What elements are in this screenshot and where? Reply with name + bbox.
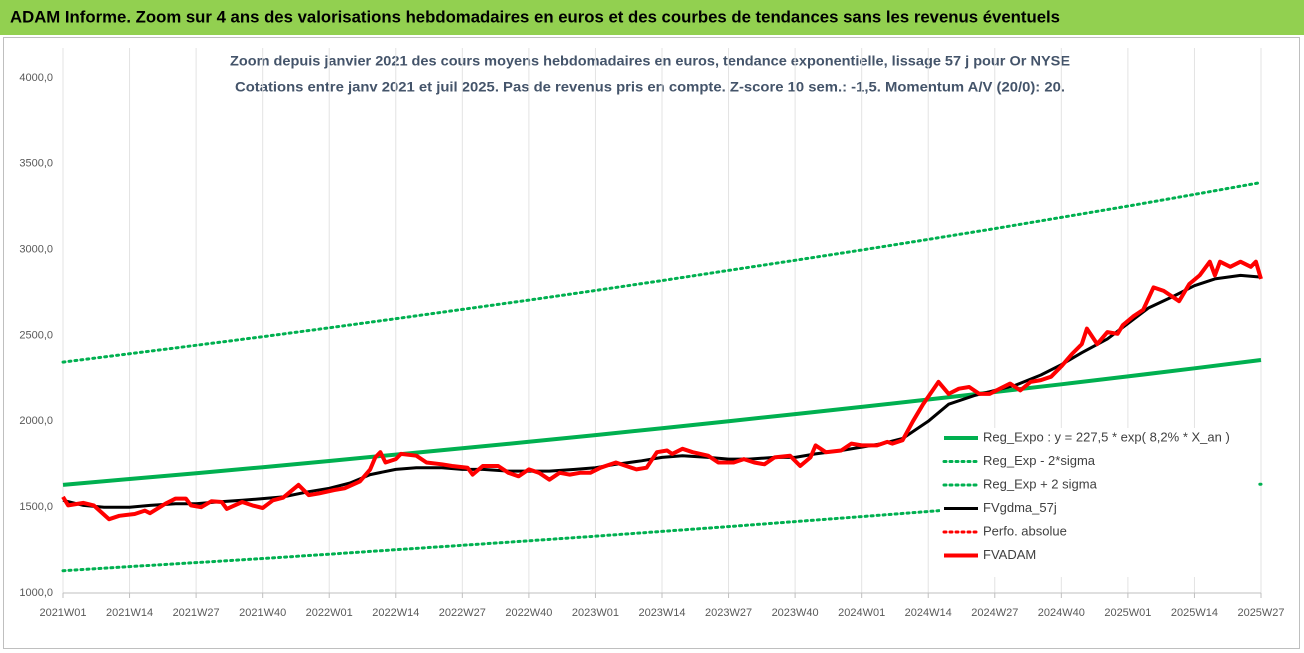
header-bar [0,0,1304,35]
x-tick-label: 2025W14 [1171,607,1218,619]
x-tick-label: 2024W27 [971,607,1018,619]
x-tick-label: 2023W01 [572,607,619,619]
x-tick-label: 2025W01 [1104,607,1151,619]
y-tick-label: 2500,0 [19,329,53,341]
x-tick-label: 2022W27 [439,607,486,619]
y-tick-label: 1500,0 [19,501,53,513]
x-tick-label: 2021W01 [39,607,86,619]
x-tick-label: 2025W27 [1237,607,1284,619]
chart-title: Zoom depuis janvier 2021 des cours moyen… [230,53,1070,69]
x-tick-label: 2021W14 [106,607,153,619]
header-title: ADAM Informe. Zoom sur 4 ans des valoris… [10,7,1060,26]
x-tick-label: 2022W01 [306,607,353,619]
legend-box [940,428,1258,577]
x-tick-label: 2022W40 [505,607,552,619]
x-tick-label: 2023W14 [638,607,685,619]
y-tick-label: 2000,0 [19,415,53,427]
x-tick-label: 2023W40 [772,607,819,619]
x-tick-label: 2021W27 [173,607,220,619]
x-tick-label: 2024W14 [905,607,952,619]
y-tick-label: 4000,0 [19,72,53,84]
legend-label: FVADAM [983,547,1036,562]
plot [61,181,1263,573]
legend-label: Reg_Expo : y = 227,5 * exp( 8,2% * X_an … [983,429,1230,444]
grid [62,48,1262,593]
series-line [61,259,1263,522]
y-tick-label: 1000,0 [19,587,53,599]
x-tick-label: 2024W40 [1038,607,1085,619]
legend-label: Reg_Exp + 2 sigma [983,476,1098,491]
legend-label: Reg_Exp - 2*sigma [983,453,1096,468]
series-line [62,358,1262,487]
x-tick-label: 2022W14 [372,607,419,619]
legend: Reg_Expo : y = 227,5 * exp( 8,2% * X_an … [940,428,1258,577]
y-tick-label: 3000,0 [19,244,53,256]
series-line [61,181,1263,364]
axes: 1000,0 1500,0 2000,0 2500,0 3000,0 3500,0 4000… [19,72,1284,619]
y-tick-label: 3500,0 [19,158,53,170]
x-tick-label: 2024W01 [838,607,885,619]
legend-label: FVgdma_57j [983,500,1057,515]
chart-subtitle: Cotations entre janv 2021 et juil 2025. … [235,79,1065,95]
x-tick-label: 2023W27 [705,607,752,619]
x-tick-label: 2021W40 [239,607,286,619]
legend-label: Perfo. absolue [983,523,1067,538]
